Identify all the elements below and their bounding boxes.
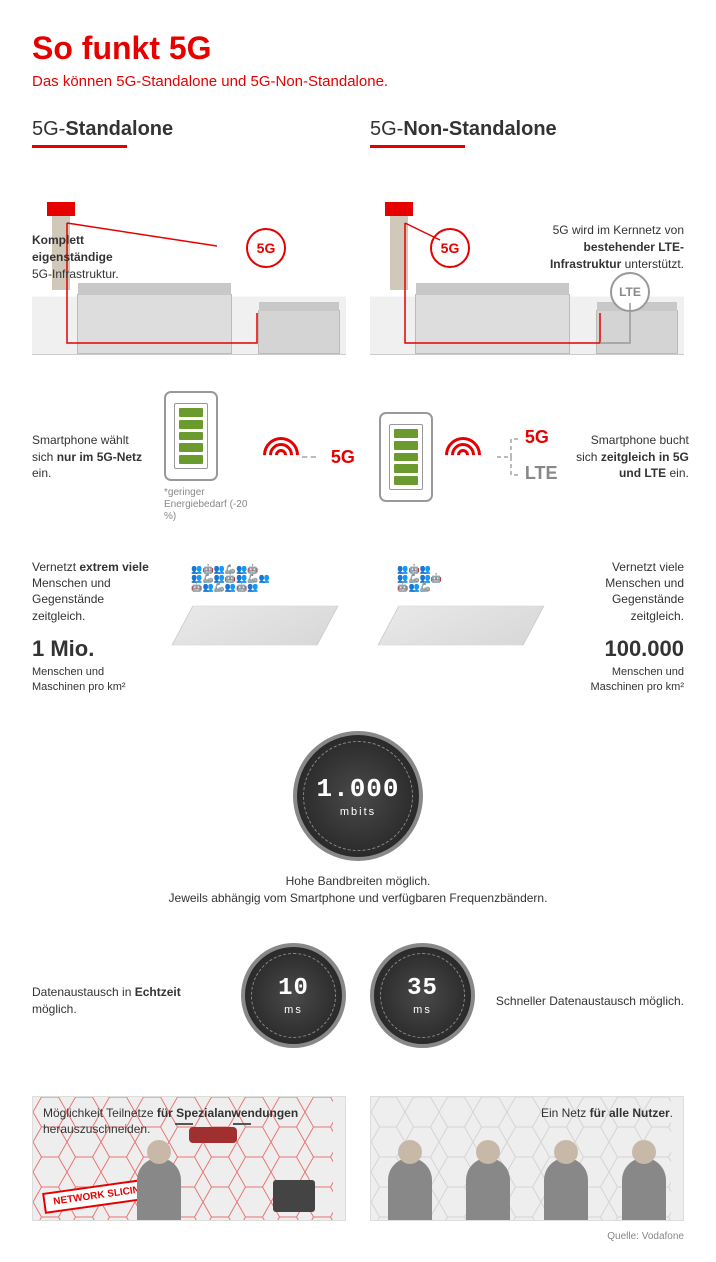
density-unit-right: Menschen und Maschinen pro km² [566, 665, 684, 695]
col-head-nonstandalone: 5G-Non-Standalone [370, 118, 684, 141]
latency-unit-right: ms [413, 1004, 432, 1016]
latency-gauge-left: 10 ms [241, 943, 346, 1048]
bandwidth-line2: Jeweils abhängig vom Smartphone und verf… [32, 890, 684, 907]
infra-desc-right: 5G wird im Kernnetz von bestehender LTE-… [534, 222, 684, 272]
slicing-scene-right: Ein Netz für alle Nutzer. [370, 1096, 684, 1221]
wifi-icon-left [263, 437, 288, 477]
wifi-icon-right [445, 437, 485, 477]
source-credit: Quelle: Vodafone [32, 1231, 684, 1242]
slicing-scene-left: Möglichkeit Teilnetze für Spezialanwendu… [32, 1096, 346, 1221]
net-lte-right: LTE [525, 463, 558, 484]
density-scene-right: 👥🤖👥👥🦾👥🤖🤖👥🦾 [370, 559, 552, 674]
infra-desc-left: Komplett eigenständige 5G-Infrastruktur. [32, 232, 122, 282]
latency-val-right: 35 [407, 975, 438, 1002]
net-5g-left: 5G [331, 447, 355, 468]
branch-icon [497, 429, 716, 579]
col-head-standalone: 5G-Standalone [32, 118, 346, 141]
slicing-desc-left: Möglichkeit Teilnetze für Spezialanwendu… [43, 1105, 335, 1137]
phone-desc-left: Smartphone wählt sich nur im 5G-Netz ein… [32, 432, 152, 482]
person-icon [137, 1158, 181, 1220]
bandwidth-line1: Hohe Bandbreiten möglich. [32, 873, 684, 890]
latency-desc-right: Schneller Datenaustausch möglich. [489, 993, 684, 1010]
underline-left [32, 145, 127, 148]
phone-icon-right [379, 412, 433, 502]
bandwidth-unit: mbits [340, 806, 376, 818]
page-title: So funkt 5G [32, 30, 684, 67]
phone-icon-left [164, 391, 218, 481]
net-5g-right: 5G [525, 427, 549, 448]
underline-right [370, 145, 465, 148]
density-num-left: 1 Mio. [32, 634, 150, 664]
density-desc-left: Vernetzt extrem viele Menschen und Gegen… [32, 559, 150, 695]
bandwidth-value: 1.000 [316, 774, 399, 804]
person-icon [466, 1158, 510, 1220]
slicing-desc-right: Ein Netz für alle Nutzer. [381, 1105, 673, 1121]
latency-unit-left: ms [284, 1004, 303, 1016]
latency-gauge-right: 35 ms [370, 943, 475, 1048]
page-subtitle: Das können 5G-Standalone und 5G-Non-Stan… [32, 73, 684, 90]
density-scene-left: 👥🤖👥🦾👥🤖👥🦾👥🤖👥🦾👥🤖👥🦾👥🤖👥 [164, 559, 346, 674]
density-num-right: 100.000 [566, 634, 684, 664]
latency-val-left: 10 [278, 975, 309, 1002]
person-icon [544, 1158, 588, 1220]
density-desc-right: Vernetzt viele Menschen und Gegenstände … [566, 559, 684, 695]
bandwidth-gauge: 1.000 mbits [293, 731, 423, 861]
latency-desc-left: Datenaustausch in Echtzeit möglich. [32, 984, 227, 1018]
density-unit-left: Menschen und Maschinen pro km² [32, 665, 150, 695]
energy-note: *geringer Energiebedarf (-20 %) [164, 487, 251, 523]
person-icon [388, 1158, 432, 1220]
person-icon [622, 1158, 666, 1220]
